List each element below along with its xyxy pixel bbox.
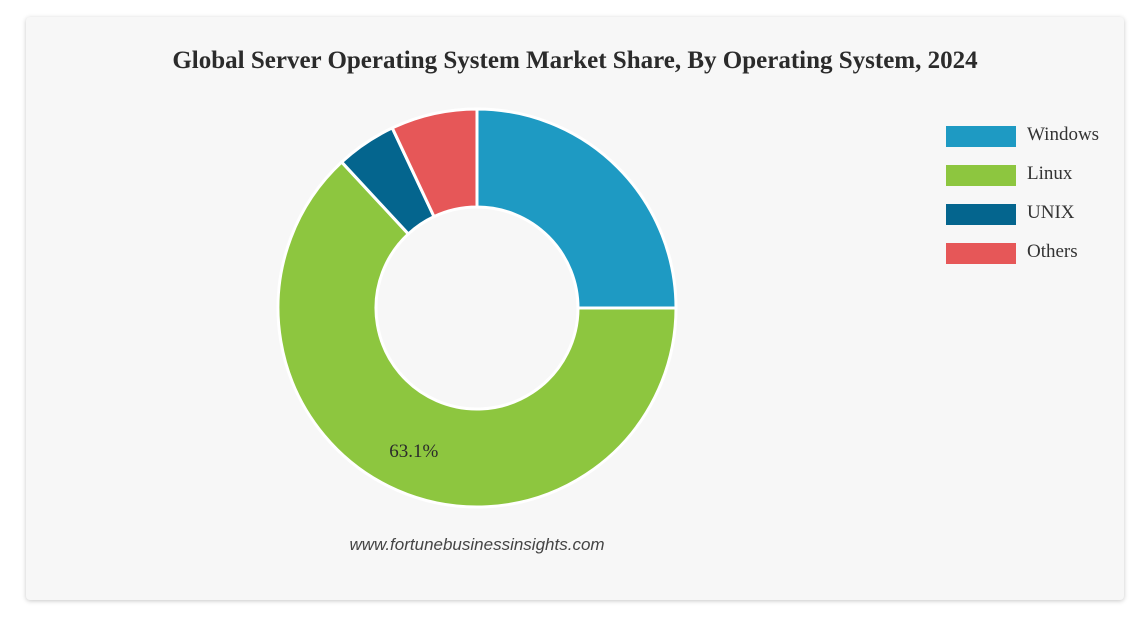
legend-label-linux: Linux [1027, 163, 1073, 184]
legend-item-linux[interactable]: Linux [946, 163, 1116, 202]
legend-label-windows: Windows [1027, 124, 1100, 145]
legend-swatch-linux [946, 165, 1016, 186]
legend-item-others[interactable]: Others [946, 241, 1116, 280]
legend-swatch-windows [946, 126, 1016, 147]
legend-swatch-unix [946, 204, 1016, 225]
chart-title: Global Server Operating System Market Sh… [172, 47, 978, 74]
chart-card: Global Server Operating System Market Sh… [26, 17, 1124, 600]
legend-label-unix: UNIX [1027, 202, 1075, 223]
slice-linux [276, 160, 678, 509]
slice-windows [475, 107, 678, 310]
chart-legend: Windows Linux UNIX Others [946, 124, 1116, 280]
legend-item-unix[interactable]: UNIX [946, 202, 1116, 241]
donut-chart: 63.1% [276, 107, 678, 509]
source-credit: www.fortunebusinessinsights.com [349, 535, 605, 554]
legend-label-others: Others [1027, 241, 1078, 262]
legend-item-windows[interactable]: Windows [946, 124, 1116, 163]
legend-swatch-others [946, 243, 1016, 264]
slice-others [390, 107, 479, 219]
data-label-linux: 63.1% [389, 441, 438, 462]
